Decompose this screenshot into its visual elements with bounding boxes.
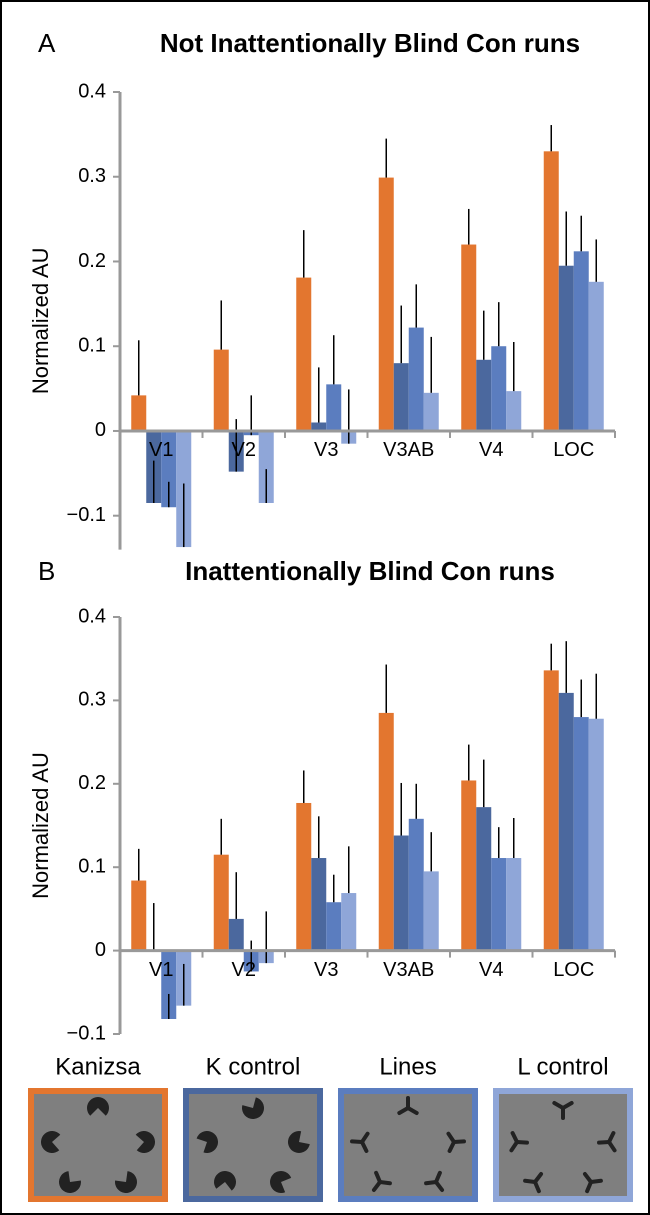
legend-label: L control (517, 1053, 608, 1080)
bar (476, 807, 492, 951)
pacman (270, 1171, 292, 1193)
bar (573, 251, 589, 431)
bar (543, 151, 559, 431)
pacman (242, 1097, 264, 1119)
panel-label: A (38, 28, 56, 58)
panel-label: B (38, 556, 55, 586)
y-tick-label: 0.4 (78, 605, 106, 627)
x-tick-label: V2 (232, 959, 256, 981)
x-tick-label: V3AB (383, 959, 434, 981)
bar (543, 670, 559, 951)
y-junction (585, 1180, 593, 1194)
x-tick-label: V1 (149, 959, 173, 981)
legend-stimulus (183, 1088, 323, 1202)
x-tick-label: V3 (314, 439, 338, 461)
legend-label: K control (206, 1053, 301, 1080)
y-junction (374, 1170, 382, 1184)
y-tick-label: 0.2 (78, 772, 106, 794)
x-tick-label: V2 (232, 439, 256, 461)
bar (461, 244, 477, 431)
bar (326, 902, 342, 951)
x-tick-label: V3 (314, 959, 338, 981)
bar (408, 327, 424, 431)
y-tick-label: 0.4 (78, 80, 106, 102)
y-tick-label: −0.1 (67, 504, 106, 526)
bar (296, 802, 312, 951)
bar (476, 359, 492, 431)
pacman (288, 1131, 310, 1153)
x-tick-label: LOC (553, 439, 594, 461)
y-junction (510, 1131, 519, 1144)
x-tick-label: V4 (479, 439, 503, 461)
bar (491, 346, 507, 431)
legend-stimulus (28, 1088, 168, 1202)
bar (461, 780, 477, 951)
pacman (115, 1171, 137, 1193)
bar (378, 712, 394, 951)
bar (161, 950, 177, 1019)
y-tick-label: 0 (95, 419, 106, 441)
pacman (214, 1171, 236, 1191)
bar (491, 858, 507, 951)
bar (393, 835, 409, 951)
x-tick-label: V3AB (383, 439, 434, 461)
legend-label: Kanizsa (55, 1053, 141, 1080)
y-axis-title: Normalized AU (28, 752, 53, 899)
bar (423, 871, 439, 951)
bar (131, 880, 147, 951)
bar (558, 692, 574, 951)
bar (558, 265, 574, 431)
bar (326, 384, 342, 431)
bar (408, 818, 424, 951)
bar (506, 391, 522, 431)
pacman (196, 1131, 218, 1153)
bar (311, 858, 327, 951)
y-junction (447, 1140, 456, 1153)
bar (423, 392, 439, 431)
y-junction (607, 1140, 617, 1153)
y-junction (523, 1178, 537, 1184)
y-tick-label: 0.3 (78, 689, 106, 711)
y-junction (424, 1180, 438, 1186)
pacman (41, 1131, 61, 1153)
pacman (135, 1131, 155, 1153)
y-tick-label: 0 (95, 939, 106, 961)
y-axis-title: Normalized AU (28, 247, 53, 394)
bar (573, 717, 589, 951)
bar (213, 349, 229, 431)
bar (341, 893, 357, 951)
panel-title: Inattentionally Blind Con runs (185, 556, 555, 586)
bar (131, 395, 147, 431)
y-junction (406, 1106, 419, 1115)
pacman (59, 1171, 81, 1193)
bar (506, 858, 522, 951)
bar (296, 277, 312, 431)
y-tick-label: 0.1 (78, 855, 106, 877)
bar (588, 281, 604, 431)
bar (378, 177, 394, 431)
legend-stimulus (338, 1088, 478, 1202)
bar (258, 430, 274, 503)
bar (311, 422, 327, 431)
y-tick-label: 0.1 (78, 335, 106, 357)
x-tick-label: LOC (553, 959, 594, 981)
pacman (87, 1097, 110, 1116)
y-junction (561, 1101, 574, 1110)
y-junction (360, 1131, 370, 1144)
legend-stimulus (493, 1088, 633, 1202)
bar (393, 363, 409, 431)
y-tick-label: 0.2 (78, 250, 106, 272)
bar (161, 430, 177, 508)
panel-title: Not Inattentionally Blind Con runs (160, 28, 580, 58)
y-tick-label: −0.1 (67, 1022, 106, 1044)
x-tick-label: V1 (149, 439, 173, 461)
bar (228, 918, 244, 951)
y-tick-label: 0.3 (78, 165, 106, 187)
legend-label: Lines (379, 1053, 436, 1080)
bar (588, 718, 604, 951)
x-tick-label: V4 (479, 959, 503, 981)
bar (213, 854, 229, 951)
